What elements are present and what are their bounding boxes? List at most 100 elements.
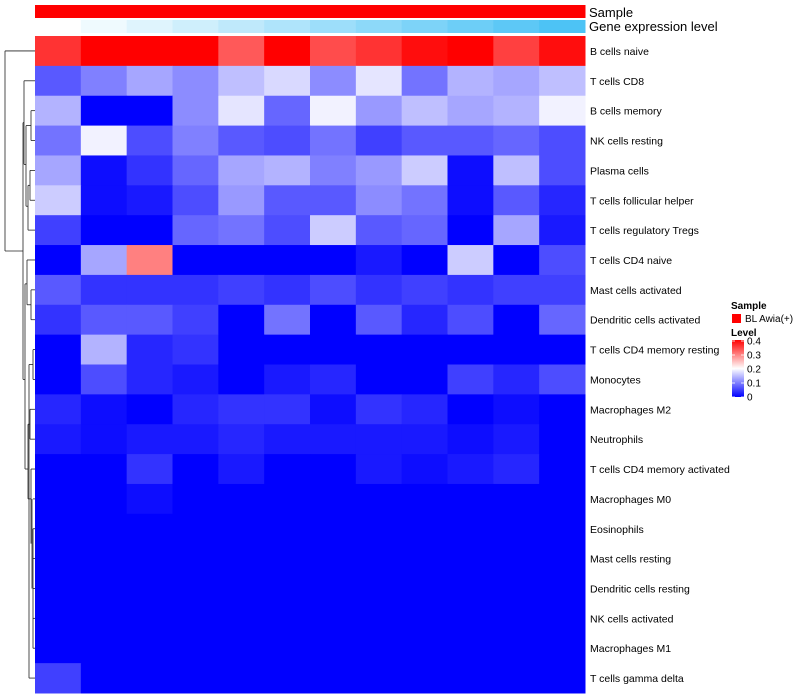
heatmap-cell [310, 424, 357, 455]
heatmap-cell [172, 185, 219, 216]
heatmap-cell [172, 36, 219, 67]
heatmap-cell [264, 215, 311, 246]
heatmap-cell [218, 394, 265, 425]
heatmap-cell [264, 245, 311, 276]
heatmap-cell [493, 663, 540, 694]
heatmap-cell [218, 185, 265, 216]
sample-legend-entry: BL Awia(+) [745, 314, 793, 325]
heatmap-cell [310, 125, 357, 156]
sample-annotation-cell [401, 5, 448, 18]
heatmap-cell [401, 334, 448, 365]
heatmap-cell [401, 36, 448, 67]
heatmap-cell [172, 274, 219, 306]
heatmap-cell [493, 424, 540, 455]
heatmap-cell [355, 424, 403, 455]
heatmap-cell [310, 513, 357, 545]
heatmap-cell [218, 274, 265, 306]
heatmap-cell [401, 573, 448, 604]
heatmap-cell [126, 483, 173, 515]
heatmap-cell [218, 543, 265, 575]
heatmap-cell [35, 483, 82, 515]
heatmap-cell [126, 215, 173, 246]
sample-annotation-cell [264, 5, 311, 18]
heatmap-cell [355, 95, 403, 127]
heatmap-cell [539, 274, 586, 306]
row-label: T cells gamma delta [590, 673, 684, 685]
heatmap-cell [493, 394, 540, 425]
heatmap-cell [264, 424, 311, 455]
heatmap-cell [35, 274, 82, 306]
heatmap-cell [310, 543, 357, 575]
row-label: Dendritic cells resting [590, 583, 690, 595]
heatmap-cell [355, 633, 403, 664]
heatmap-cell [355, 394, 403, 425]
heatmap-cell [126, 573, 173, 604]
heatmap-cell [264, 65, 311, 97]
heatmap-cell [401, 424, 448, 455]
heatmap-cell [493, 65, 540, 97]
heatmap-cell [126, 513, 173, 545]
heatmap-cell [172, 65, 219, 97]
heatmap-cell [80, 95, 128, 127]
heatmap-cell [80, 36, 128, 67]
heatmap-cell [355, 334, 403, 365]
heatmap-cell [401, 543, 448, 575]
heatmap-cell [126, 185, 173, 216]
level-tick-label: 0 [747, 393, 753, 404]
heatmap-cell [493, 245, 540, 276]
heatmap-cell [264, 663, 311, 694]
heatmap-cell [493, 185, 540, 216]
heatmap-cell [35, 573, 82, 604]
row-label: T cells follicular helper [590, 195, 694, 207]
heatmap-cell [218, 334, 265, 365]
heatmap-cell [493, 483, 540, 515]
gene-expression-annotation-cell [264, 20, 311, 33]
heatmap-cell [172, 394, 219, 425]
heatmap-cell [80, 334, 128, 365]
heatmap-cell [264, 185, 311, 216]
level-colorbar-ticks: 0 0.1 0.2 0.3 0.4 [732, 337, 761, 404]
heatmap-cell [264, 36, 311, 67]
sample-annotation-cell [539, 5, 586, 18]
row-labels: B cells naive T cells CD8 B cells memory NK… [590, 46, 730, 685]
sample-legend-title: Sample [731, 301, 767, 312]
row-label: Eosinophils [590, 524, 644, 536]
heatmap-cell [35, 424, 82, 455]
heatmap-cell [172, 483, 219, 515]
heatmap-cell [447, 424, 494, 455]
heatmap-cell [264, 543, 311, 575]
heatmap-cell [218, 65, 265, 97]
heatmap-cell [126, 603, 173, 634]
heatmap-cell [264, 633, 311, 664]
heatmap-cell [447, 245, 494, 276]
row-label: NK cells activated [590, 613, 674, 625]
heatmap-cells [35, 36, 586, 694]
heatmap-cell [447, 95, 494, 127]
heatmap-cell [539, 483, 586, 515]
heatmap-cell [401, 155, 448, 186]
heatmap-cell [493, 125, 540, 156]
heatmap-cell [218, 215, 265, 246]
heatmap-cell [539, 573, 586, 604]
level-tick-label: 0.2 [747, 365, 761, 376]
sample-annotation-cell [126, 5, 173, 18]
row-label: Monocytes [590, 374, 641, 386]
heatmap-cell [355, 454, 403, 485]
heatmap-cell [35, 185, 82, 216]
heatmap-cell [355, 65, 403, 97]
heatmap-cell [35, 603, 82, 634]
heatmap-cell [355, 573, 403, 604]
heatmap-cell [80, 245, 128, 276]
heatmap-cell [264, 513, 311, 545]
heatmap-cell [35, 394, 82, 425]
heatmap-cell [218, 304, 265, 336]
heatmap-cell [172, 603, 219, 634]
heatmap-cell [264, 394, 311, 425]
heatmap-cell [310, 633, 357, 664]
heatmap-cell [126, 454, 173, 485]
heatmap-cell [35, 36, 82, 67]
gene-expression-annotation-cell [539, 20, 586, 33]
heatmap-cell [310, 364, 357, 395]
heatmap-cell [310, 454, 357, 485]
heatmap-cell [80, 185, 128, 216]
